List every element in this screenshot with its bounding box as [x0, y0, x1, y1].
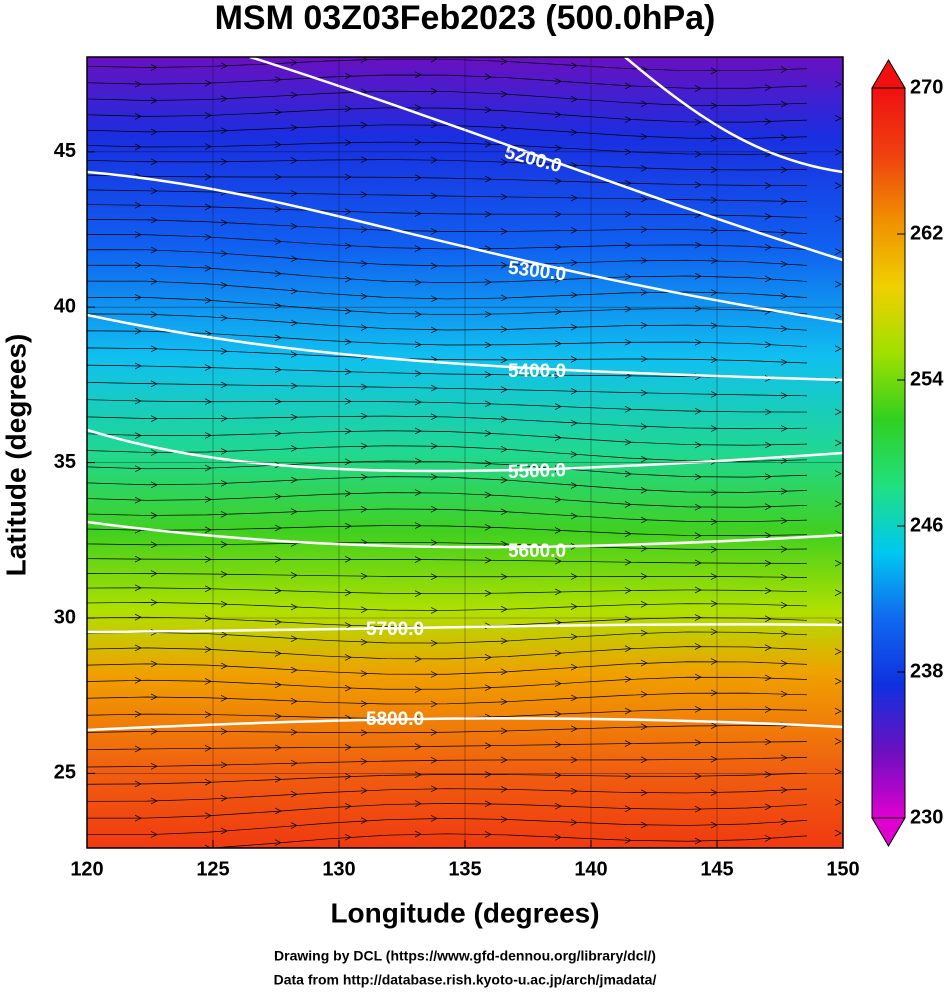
x-tick-label: 135: [448, 858, 481, 880]
y-tick-label: 35: [54, 451, 76, 473]
x-axis-label: Longitude (degrees): [330, 897, 599, 928]
colorbar-extend-top: [871, 59, 906, 89]
colorbar: [871, 87, 906, 819]
y-tick-label: 30: [54, 606, 76, 628]
x-tick-label: 145: [700, 858, 733, 880]
colorbar-tick-label: 262: [910, 222, 943, 244]
contour-label: 5800.0: [366, 709, 424, 730]
colorbar-tick-label: 270: [910, 76, 943, 98]
x-tick-label: 140: [574, 858, 607, 880]
title: MSM 03Z03Feb2023 (500.0hPa): [215, 0, 716, 37]
contour-label: 5700.0: [366, 619, 424, 640]
x-tick-label: 125: [196, 858, 229, 880]
contour-label: 5400.0: [508, 361, 566, 382]
y-axis-label: Latitude (degrees): [0, 334, 31, 577]
x-tick-label: 120: [70, 858, 103, 880]
colorbar-tick-label: 246: [910, 514, 943, 536]
y-tick-label: 40: [54, 295, 76, 317]
colorbar-extend-bottom: [871, 817, 906, 847]
colorbar-tick-label: 230: [910, 806, 943, 828]
x-tick-label: 150: [826, 858, 859, 880]
wind-streamlines: [87, 57, 842, 848]
height-contours: [87, 57, 843, 732]
credit: Drawing by DCL (https://www.gfd-dennou.o…: [274, 948, 656, 964]
colorbar-tick-label: 254: [910, 368, 944, 390]
y-tick-label: 45: [54, 140, 76, 162]
y-tick-label: 25: [54, 762, 76, 784]
contour-label: 5600.0: [508, 541, 566, 562]
colorbar-tick-label: 238: [910, 660, 943, 682]
credit: Data from http://database.rish.kyoto-u.a…: [274, 972, 657, 988]
contour-label: 5500.0: [508, 460, 567, 483]
x-tick-label: 130: [322, 858, 355, 880]
